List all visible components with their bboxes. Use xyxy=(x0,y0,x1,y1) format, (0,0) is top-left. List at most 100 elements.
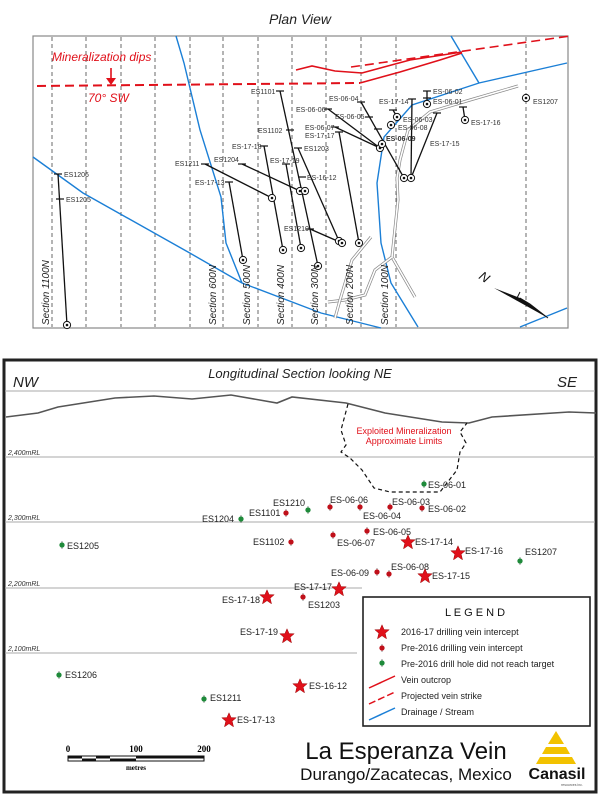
svg-text:ES-06-01: ES-06-01 xyxy=(428,480,466,490)
svg-text:ES-06-01: ES-06-01 xyxy=(433,99,463,106)
marker-es-06-01 xyxy=(420,480,428,488)
svg-text:ES-17-17: ES-17-17 xyxy=(305,133,335,140)
marker-es-06-09 xyxy=(373,568,381,576)
svg-text:Section 600N: Section 600N xyxy=(208,264,219,325)
svg-text:0: 0 xyxy=(66,744,71,754)
map-subtitle: Durango/Zacatecas, Mexico xyxy=(300,765,512,784)
svg-text:100: 100 xyxy=(129,744,143,754)
svg-text:Canasil: Canasil xyxy=(529,766,586,783)
legend: L E G E N D 2016-17 drilling vein interc… xyxy=(362,596,591,727)
svg-text:ES-06-09: ES-06-09 xyxy=(386,136,416,143)
level-2400: 2,400mRL xyxy=(7,450,40,457)
marker-es-16-12 xyxy=(292,678,308,694)
svg-text:ES1205: ES1205 xyxy=(67,541,99,551)
marker-es-17-17 xyxy=(331,581,347,597)
svg-text:ES1207: ES1207 xyxy=(533,99,558,106)
section-frame xyxy=(2,358,598,794)
svg-text:ES-17-15: ES-17-15 xyxy=(430,141,460,148)
section-title: Longitudinal Section looking NE xyxy=(208,366,392,381)
svg-text:ES-06-04: ES-06-04 xyxy=(329,96,359,103)
roads xyxy=(327,84,519,319)
svg-text:Section 200N: Section 200N xyxy=(345,264,356,325)
svg-text:ES1203: ES1203 xyxy=(304,146,329,153)
svg-text:ES-06-04: ES-06-04 xyxy=(363,511,401,521)
dip-arrowhead-icon xyxy=(106,78,116,85)
exploited-label-1: Exploited Mineralization xyxy=(356,426,451,436)
svg-text:ES1101: ES1101 xyxy=(251,89,275,96)
svg-text:ES-06-06: ES-06-06 xyxy=(330,495,368,505)
svg-text:Projected vein strike: Projected vein strike xyxy=(401,691,482,701)
svg-text:ES-06-09: ES-06-09 xyxy=(331,568,369,578)
dip-angle: 70° SW xyxy=(88,91,130,105)
svg-text:ES-06-02: ES-06-02 xyxy=(428,504,466,514)
svg-text:ES-06-02: ES-06-02 xyxy=(433,89,463,96)
svg-text:ES-06-08: ES-06-08 xyxy=(398,125,428,132)
svg-text:ES-06-08: ES-06-08 xyxy=(391,562,429,572)
nw-label: NW xyxy=(13,374,40,391)
drill-hole-traces xyxy=(54,90,467,326)
marker-es1101 xyxy=(282,509,290,517)
svg-text:ES1102: ES1102 xyxy=(253,537,284,547)
marker-es-06-07 xyxy=(329,531,337,539)
svg-text:ES-06-03: ES-06-03 xyxy=(392,497,430,507)
svg-text:ES-06-05: ES-06-05 xyxy=(373,527,411,537)
svg-text:metres: metres xyxy=(126,764,146,772)
level-2100: 2,100mRL xyxy=(7,646,40,653)
svg-text:ES-17-17: ES-17-17 xyxy=(294,582,332,592)
svg-text:Section 400N: Section 400N xyxy=(276,264,287,325)
section-labels: Section 1100N Section 600N Section 500N … xyxy=(41,259,391,325)
svg-text:Section 500N: Section 500N xyxy=(242,264,253,325)
marker-es1210 xyxy=(304,506,312,514)
svg-text:200: 200 xyxy=(197,744,211,754)
svg-text:ES-06-05: ES-06-05 xyxy=(335,114,365,121)
marker-es-06-05 xyxy=(363,527,371,535)
svg-text:ES1204: ES1204 xyxy=(214,157,239,164)
svg-text:Pre-2016 drill hole did not re: Pre-2016 drill hole did not reach target xyxy=(401,659,555,669)
svg-text:ES1211: ES1211 xyxy=(175,161,199,168)
elevation-lines xyxy=(5,390,595,654)
svg-text:ES1206: ES1206 xyxy=(64,172,89,179)
section-grid xyxy=(51,37,527,327)
legend-projected-strike-icon xyxy=(368,691,396,705)
canasil-logo: Canasil resources inc. xyxy=(529,731,586,787)
svg-text:ES-17-13: ES-17-13 xyxy=(195,180,225,187)
svg-text:Pre-2016 drilling vein interce: Pre-2016 drilling vein intercept xyxy=(401,643,523,653)
svg-text:ES-06-07: ES-06-07 xyxy=(305,125,335,132)
svg-text:ES-17-14: ES-17-14 xyxy=(379,99,409,106)
svg-text:Vein outcrop: Vein outcrop xyxy=(401,675,451,685)
legend-drainage-icon xyxy=(368,707,396,721)
svg-text:ES1102: ES1102 xyxy=(258,128,282,135)
level-2300: 2,300mRL xyxy=(7,515,40,522)
marker-es-17-19 xyxy=(279,628,295,644)
svg-text:ES1210: ES1210 xyxy=(284,226,309,233)
marker-es-17-13 xyxy=(221,712,237,728)
map-title: La Esperanza Vein xyxy=(305,738,506,765)
svg-text:ES-06-06: ES-06-06 xyxy=(296,107,326,114)
svg-text:ES-17-14: ES-17-14 xyxy=(415,537,453,547)
section-points: ES-06-01 ES1210 ES1204 ES1101 ES-06-06 E… xyxy=(55,480,557,728)
svg-text:ES-16-12: ES-16-12 xyxy=(307,175,337,182)
marker-es1211 xyxy=(200,695,208,703)
drainage-streams xyxy=(32,35,568,329)
marker-es1206 xyxy=(55,671,63,679)
svg-text:ES-06-07: ES-06-07 xyxy=(337,538,375,548)
plan-title: Plan View xyxy=(269,11,332,27)
marker-es-17-18 xyxy=(259,589,275,605)
marker-es1205 xyxy=(58,541,66,549)
svg-text:Drainage / Stream: Drainage / Stream xyxy=(401,707,474,717)
svg-text:ES-17-18: ES-17-18 xyxy=(222,595,260,605)
level-2200: 2,200mRL xyxy=(7,581,40,588)
svg-text:ES1207: ES1207 xyxy=(525,547,557,557)
scale-bar: 0 100 200 metres xyxy=(66,744,212,772)
svg-text:ES-06-03: ES-06-03 xyxy=(403,117,433,124)
svg-text:Section 1100N: Section 1100N xyxy=(41,259,52,325)
marker-es1102 xyxy=(287,538,295,546)
svg-text:ES-17-18: ES-17-18 xyxy=(232,144,262,151)
svg-text:ES1101: ES1101 xyxy=(249,508,280,518)
svg-text:ES-17-16: ES-17-16 xyxy=(465,546,503,556)
drill-hole-labels: ES1206 ES1205 ES1211 ES-17-13 ES1204 ES-… xyxy=(64,89,558,233)
legend-vein-outcrop-icon xyxy=(368,675,396,689)
topography-line xyxy=(5,394,597,424)
marker-es1207 xyxy=(516,557,524,565)
